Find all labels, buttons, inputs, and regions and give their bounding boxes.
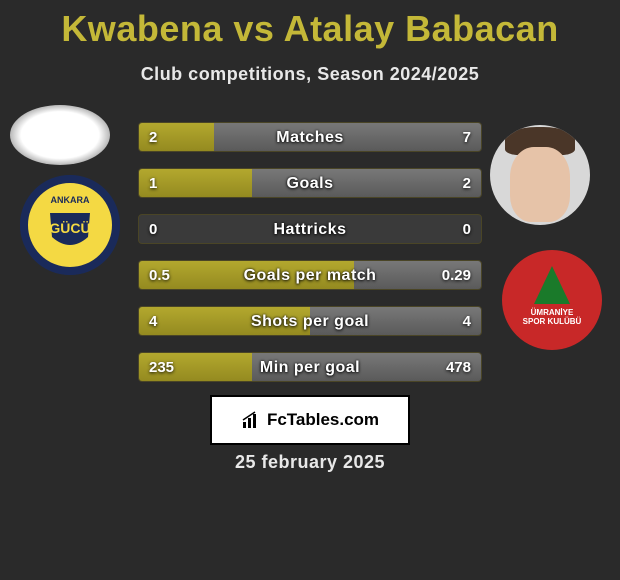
footer-brand-text: FcTables.com xyxy=(267,410,379,430)
player-right-avatar xyxy=(490,125,590,225)
stat-right-value: 0.29 xyxy=(432,261,481,290)
player-left-avatar xyxy=(10,105,110,165)
stat-row-hattricks: 0 Hattricks 0 xyxy=(138,214,482,244)
footer-date: 25 february 2025 xyxy=(0,452,620,473)
stat-label: Matches xyxy=(139,123,481,152)
stats-container: 2 Matches 7 1 Goals 2 0 Hattricks 0 0.5 … xyxy=(138,122,482,398)
stat-row-goals: 1 Goals 2 xyxy=(138,168,482,198)
stat-row-goals-per-match: 0.5 Goals per match 0.29 xyxy=(138,260,482,290)
subtitle: Club competitions, Season 2024/2025 xyxy=(0,64,620,85)
stat-label: Goals per match xyxy=(139,261,481,290)
club-right-text: ÜMRANİYESPOR KULÜBÜ xyxy=(523,308,582,326)
chart-icon xyxy=(241,410,261,430)
club-badge-right: ÜMRANİYESPOR KULÜBÜ xyxy=(502,250,602,350)
stat-label: Goals xyxy=(139,169,481,198)
svg-text:ANKARA: ANKARA xyxy=(51,195,90,205)
stat-label: Min per goal xyxy=(139,353,481,382)
svg-text:GÜCÜ: GÜCÜ xyxy=(49,220,90,236)
club-badge-left: ANKARA GÜCÜ xyxy=(20,175,120,275)
stat-right-value: 7 xyxy=(453,123,481,152)
footer-brand-badge: FcTables.com xyxy=(210,395,410,445)
stat-label: Hattricks xyxy=(139,215,481,244)
stat-row-min-per-goal: 235 Min per goal 478 xyxy=(138,352,482,382)
stat-right-value: 0 xyxy=(453,215,481,244)
stat-right-value: 2 xyxy=(453,169,481,198)
page-title: Kwabena vs Atalay Babacan xyxy=(0,0,620,50)
stat-right-value: 478 xyxy=(436,353,481,382)
stat-row-shots-per-goal: 4 Shots per goal 4 xyxy=(138,306,482,336)
stat-right-value: 4 xyxy=(453,307,481,336)
stat-label: Shots per goal xyxy=(139,307,481,336)
stat-row-matches: 2 Matches 7 xyxy=(138,122,482,152)
